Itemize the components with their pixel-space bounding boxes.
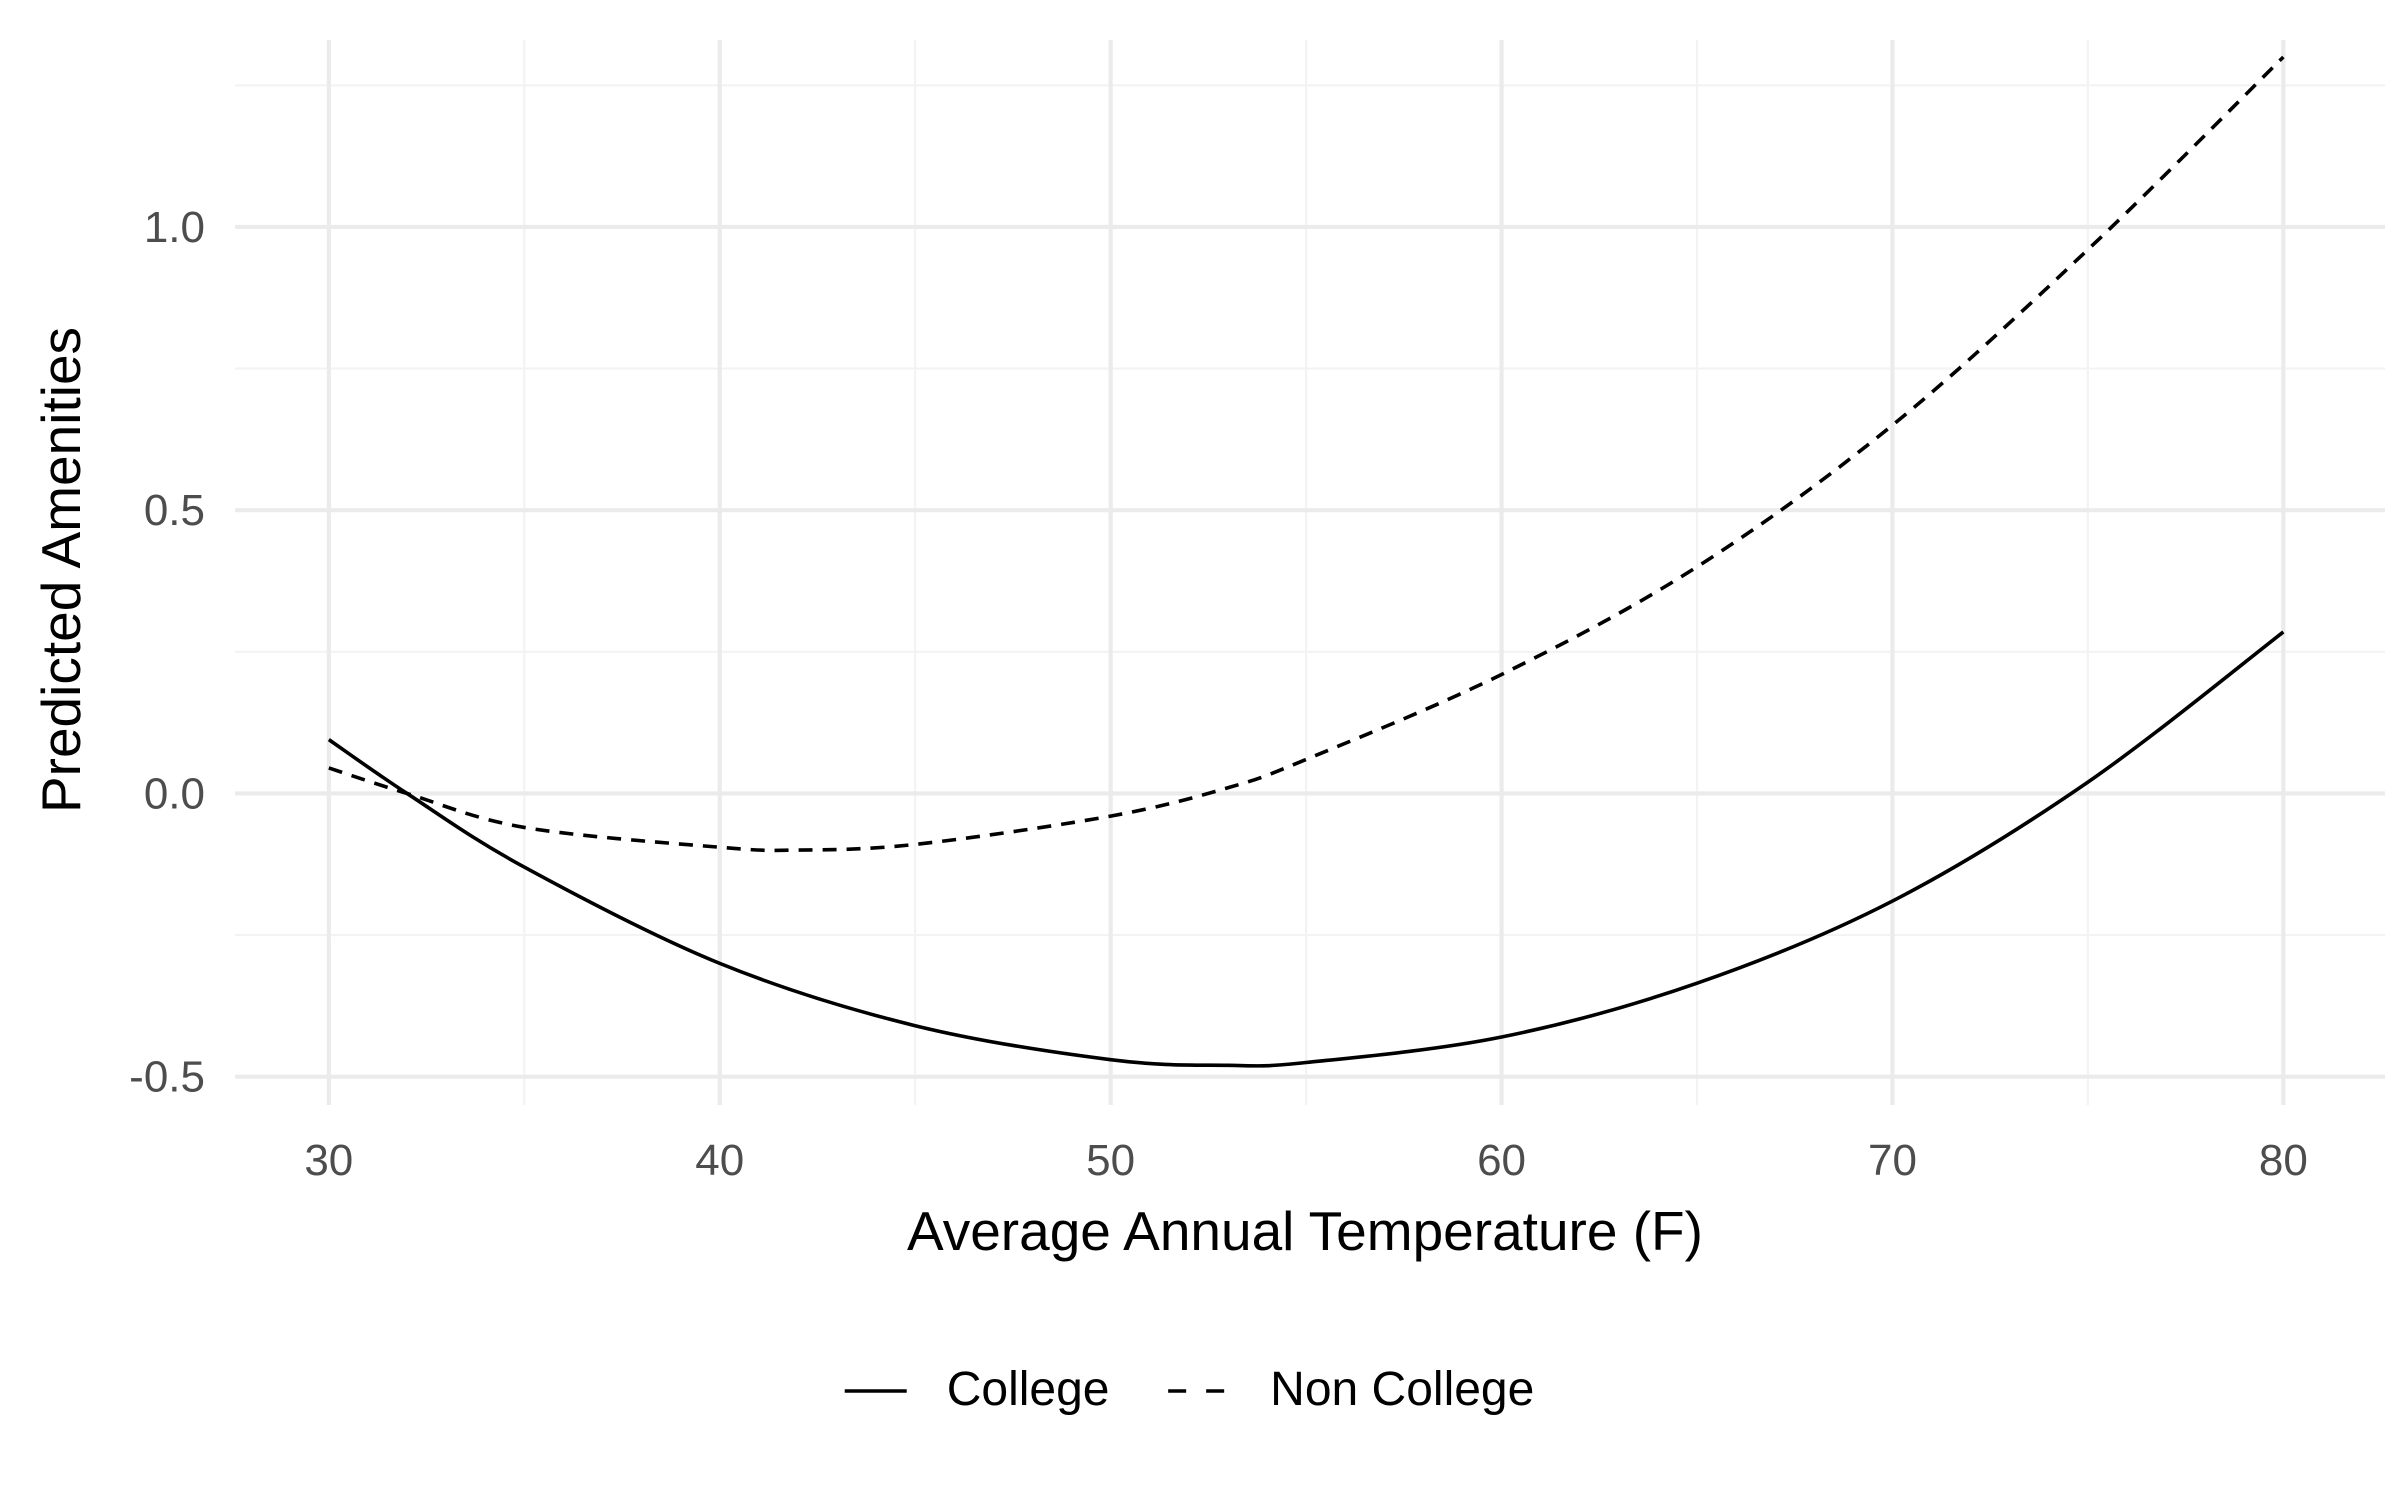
y-axis-tick-labels: -0.5 0.0 0.5 1.0 <box>129 203 205 1102</box>
legend-item-non-college: Non College <box>1168 1363 1534 1416</box>
x-tick-label: 30 <box>304 1136 353 1185</box>
series-lines <box>327 55 2285 1068</box>
legend: College Non College <box>844 1363 1534 1416</box>
x-tick-label: 80 <box>2259 1136 2308 1185</box>
series-line-college <box>327 630 2285 1068</box>
y-tick-label: 0.5 <box>144 486 205 535</box>
x-axis-tick-labels: 30 40 50 60 70 80 <box>304 1136 2307 1185</box>
legend-label-non-college: Non College <box>1270 1363 1534 1416</box>
legend-item-college: College <box>844 1363 1110 1416</box>
x-tick-label: 70 <box>1868 1136 1917 1185</box>
legend-label-college: College <box>947 1363 1110 1416</box>
y-tick-label: -0.5 <box>129 1053 205 1102</box>
y-tick-label: 1.0 <box>144 203 205 252</box>
minor-gridlines <box>235 40 2385 1105</box>
series-line-non-college <box>328 55 2285 853</box>
x-tick-label: 50 <box>1086 1136 1135 1185</box>
x-axis-title: Average Annual Temperature (F) <box>907 1200 1703 1262</box>
y-tick-label: 0.0 <box>144 769 205 818</box>
x-tick-label: 40 <box>695 1136 744 1185</box>
x-tick-label: 60 <box>1477 1136 1526 1185</box>
y-axis-title: Predicted Amenities <box>30 327 92 813</box>
major-gridlines <box>235 40 2385 1105</box>
